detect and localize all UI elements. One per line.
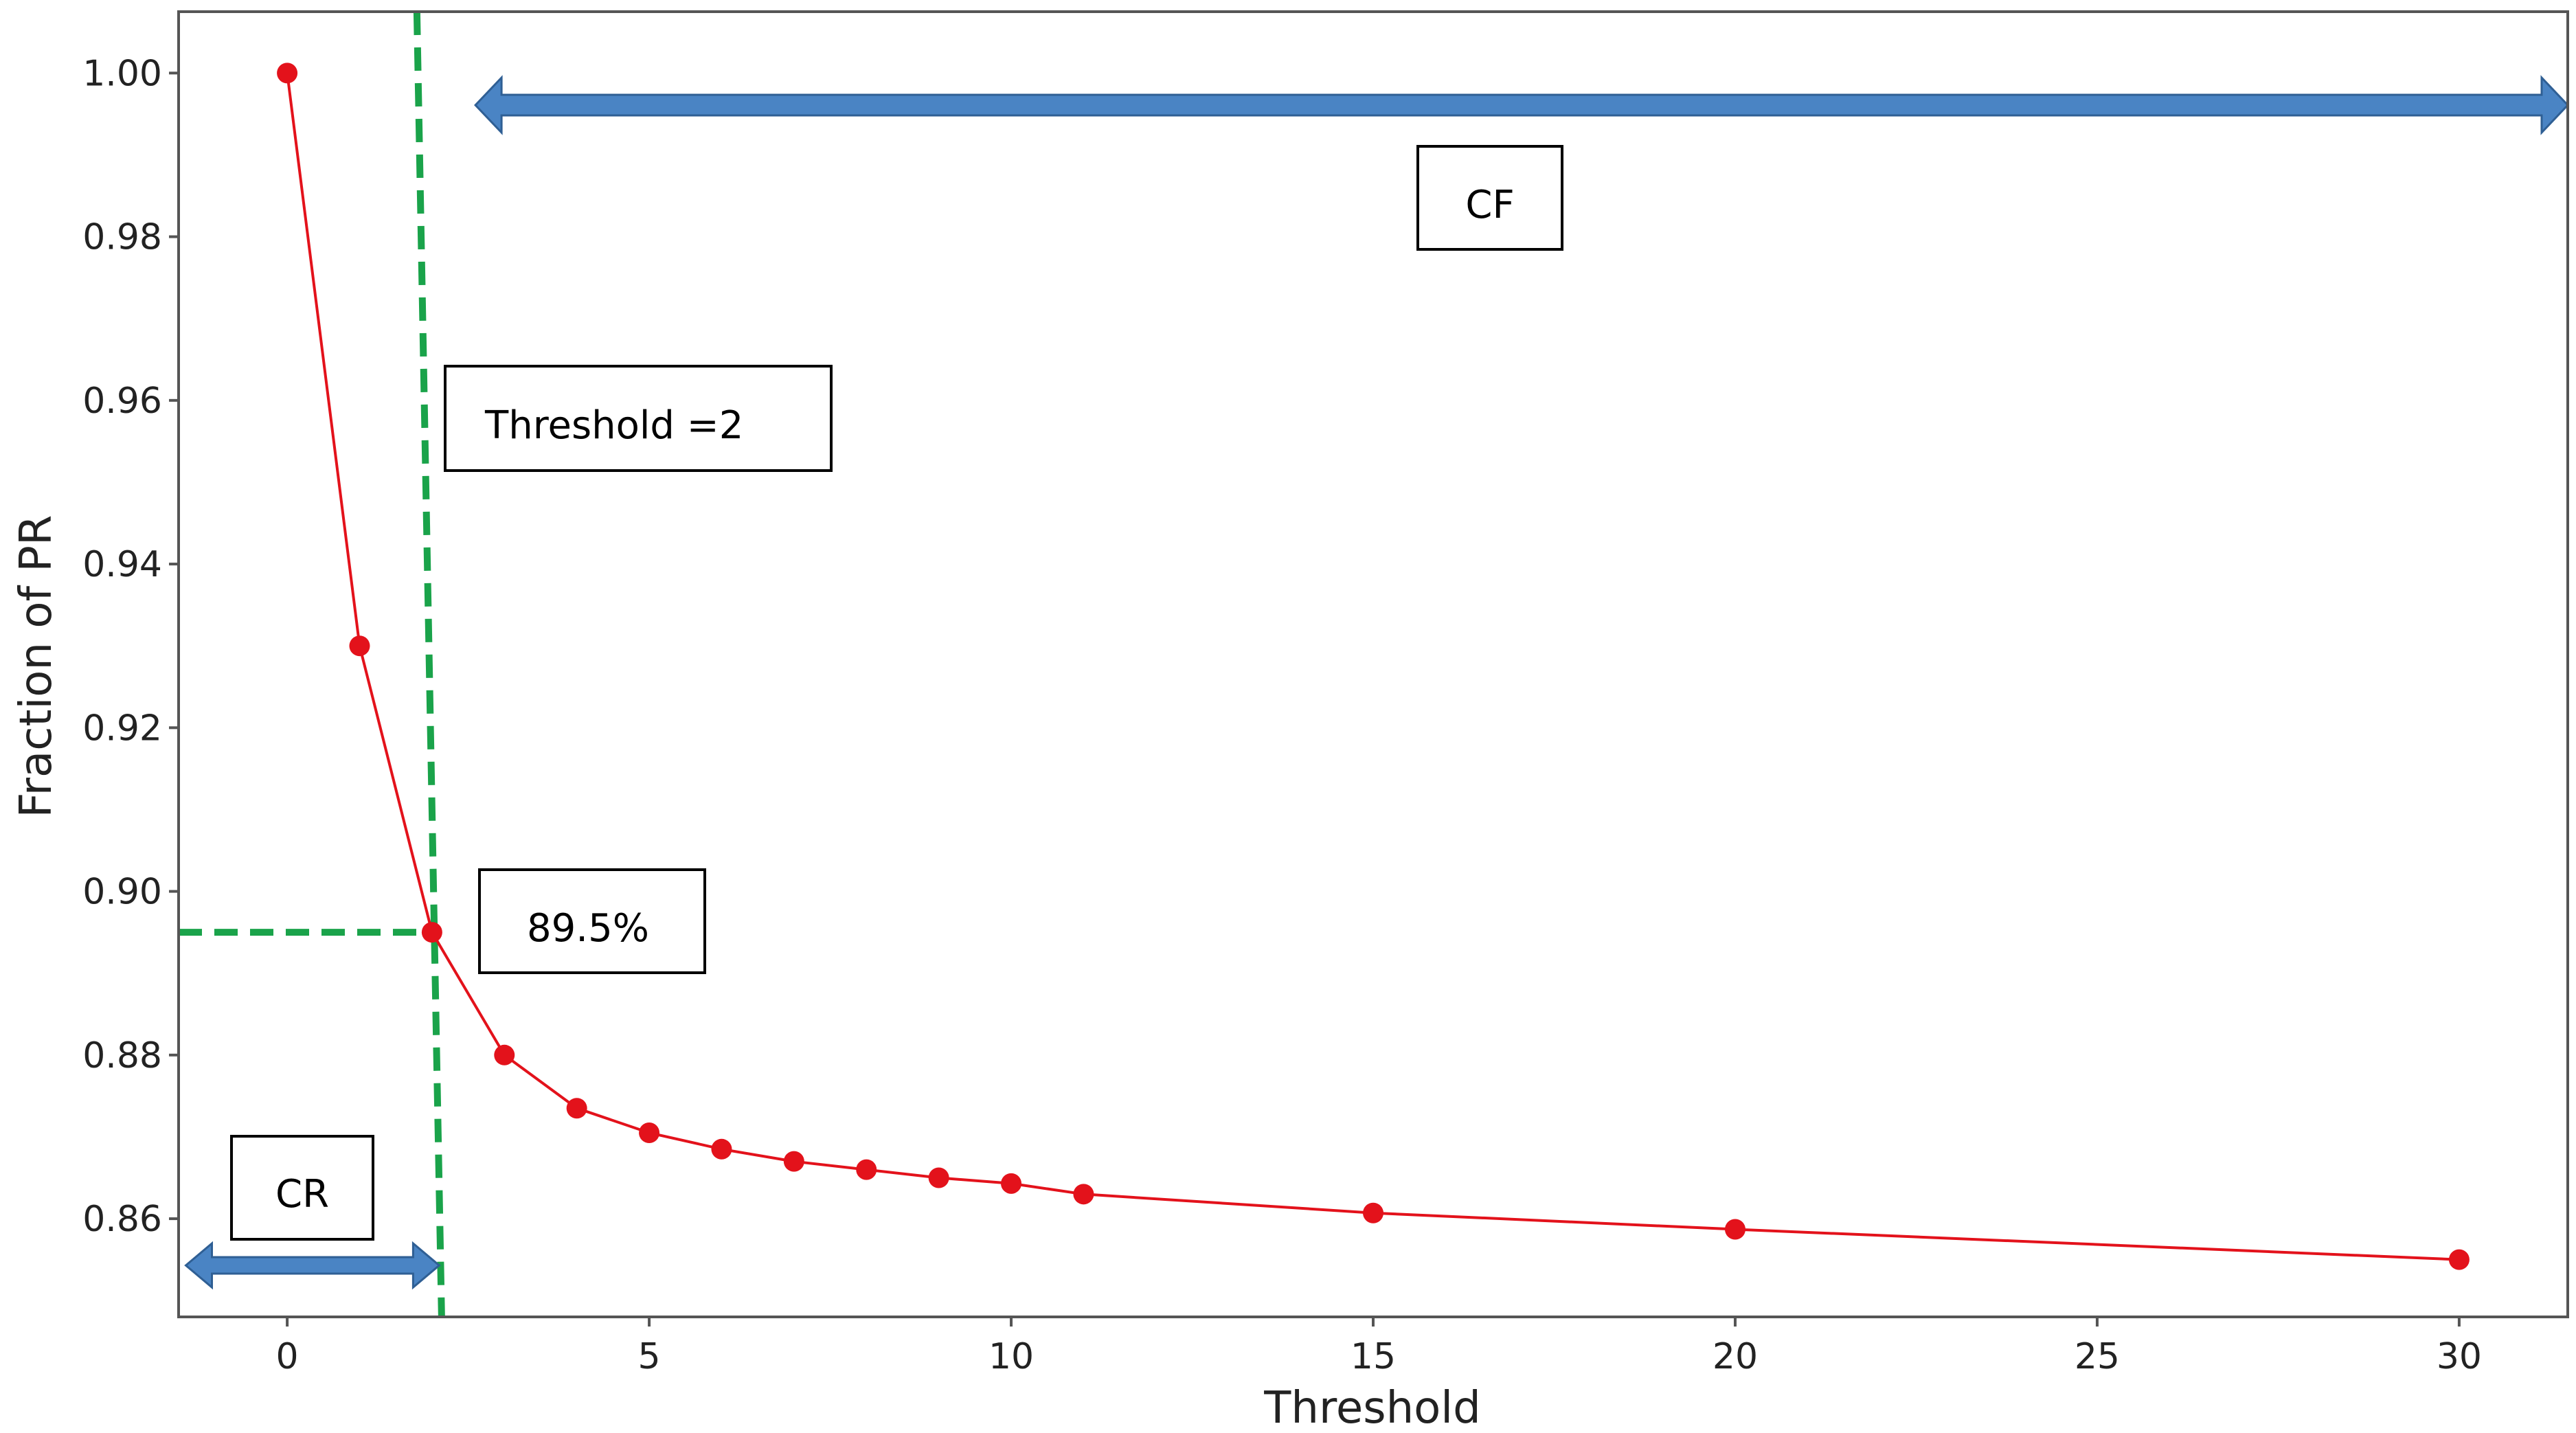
percent-box-label: 89.5% <box>527 906 649 951</box>
data-point <box>639 1122 660 1143</box>
data-point <box>783 1151 804 1172</box>
percent-box: 89.5% <box>478 868 706 974</box>
cr-arrow <box>184 1241 441 1290</box>
y-axis-label: Fraction of PR <box>11 515 62 818</box>
y-tick-label: 0.96 <box>82 381 162 422</box>
data-point <box>928 1167 949 1188</box>
y-tick-label: 0.86 <box>82 1199 162 1240</box>
threshold-box: Threshold =2 <box>444 365 833 472</box>
y-tick-label: 0.90 <box>82 872 162 913</box>
data-point <box>1363 1202 1383 1223</box>
data-point <box>566 1098 587 1119</box>
x-tick-label: 10 <box>988 1336 1034 1377</box>
y-tick-label: 0.94 <box>82 544 162 585</box>
x-axis-label: Threshold <box>1263 1383 1480 1433</box>
reference-lines <box>179 12 445 1317</box>
data-point <box>1724 1219 1745 1240</box>
cr-box-label: CR <box>275 1172 329 1217</box>
x-tick-label: 15 <box>1351 1336 1396 1377</box>
data-point <box>2448 1249 2470 1270</box>
data-point <box>711 1138 732 1160</box>
y-tick-label: 0.92 <box>82 708 162 749</box>
percent-box-frame <box>478 868 706 974</box>
cf-box-frame <box>1416 145 1563 251</box>
data-point <box>277 63 298 84</box>
y-tick-label: 0.88 <box>82 1035 162 1076</box>
x-tick-label: 20 <box>1713 1336 1758 1377</box>
threshold-box-frame <box>444 365 833 472</box>
cr-box: CR <box>230 1135 374 1241</box>
cf-box-label: CF <box>1465 183 1514 227</box>
y-axis-ticks: 0.86 0.88 0.90 0.92 0.94 0.96 0.98 1.00 <box>82 53 179 1240</box>
x-axis-ticks: 0 5 10 15 20 25 30 <box>276 1317 2482 1377</box>
data-point <box>421 922 442 943</box>
series-layer <box>277 63 2470 1270</box>
cr-double-arrow <box>184 1241 441 1290</box>
threshold-vertical-line <box>413 12 445 1317</box>
threshold-box-label: Threshold =2 <box>484 403 743 448</box>
y-tick-label: 0.98 <box>82 217 162 258</box>
data-point <box>349 635 370 657</box>
data-point <box>1073 1184 1094 1205</box>
x-tick-label: 5 <box>638 1336 661 1377</box>
data-point <box>1001 1173 1022 1194</box>
data-point <box>856 1159 877 1180</box>
cr-box-frame <box>230 1135 374 1241</box>
x-tick-label: 30 <box>2437 1336 2482 1377</box>
y-tick-label: 1.00 <box>82 53 162 94</box>
x-tick-label: 0 <box>276 1336 299 1377</box>
data-point <box>494 1044 515 1065</box>
cf-box: CF <box>1416 145 1563 251</box>
x-tick-label: 25 <box>2075 1336 2120 1377</box>
